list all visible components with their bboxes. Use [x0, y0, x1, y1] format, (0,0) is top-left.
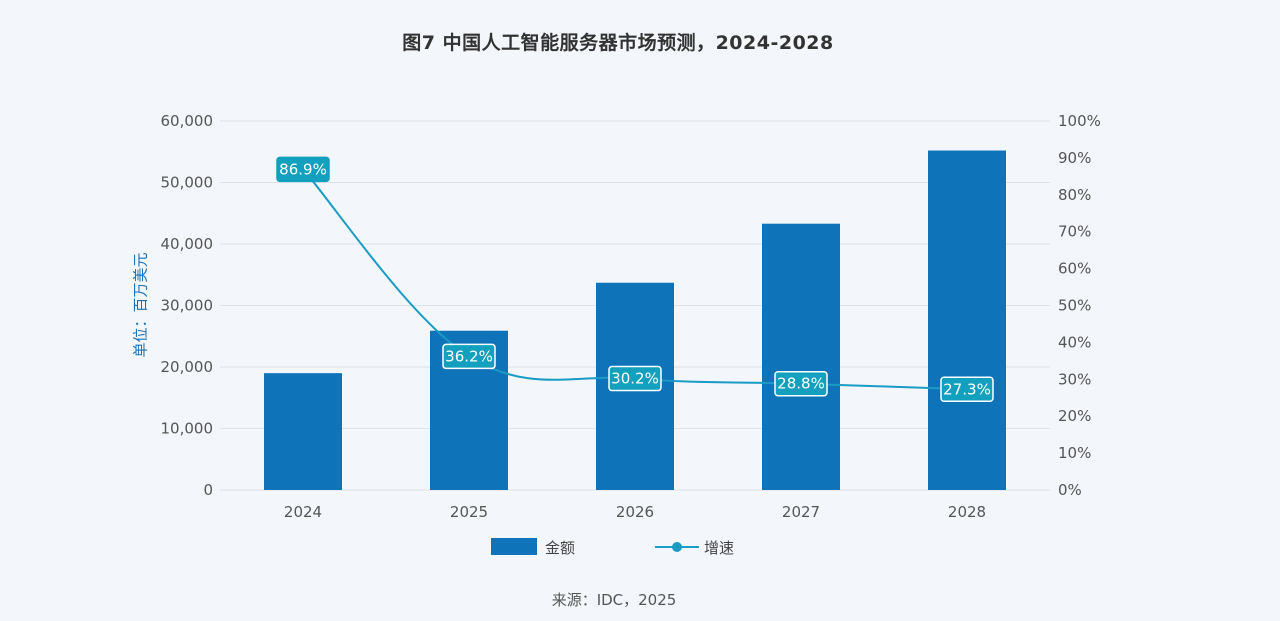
growth-label-text: 28.8%: [777, 375, 825, 393]
growth-data-label: 30.2%: [608, 365, 662, 392]
y-tick-label: 10,000: [161, 420, 214, 438]
bar-series: [264, 150, 1006, 490]
y2-tick-label: 10%: [1058, 444, 1091, 462]
x-tick-label: 2028: [948, 503, 986, 521]
y-tick-label: 50,000: [161, 174, 214, 192]
bar: [762, 223, 840, 490]
legend-line-marker: [672, 542, 682, 552]
y2-tick-label: 90%: [1058, 149, 1091, 167]
growth-data-label: 27.3%: [940, 376, 994, 403]
growth-label-text: 36.2%: [445, 347, 493, 365]
y2-tick-label: 0%: [1058, 481, 1082, 499]
y-tick-label: 60,000: [161, 112, 214, 130]
y2-tick-label: 20%: [1058, 407, 1091, 425]
growth-label-box: [442, 343, 496, 370]
growth-data-label: 36.2%: [442, 343, 496, 370]
growth-data-label: 28.8%: [774, 370, 828, 397]
growth-label-box: [774, 370, 828, 397]
y-tick-label: 40,000: [161, 235, 214, 253]
growth-label-box: [276, 156, 330, 183]
y2-tick-label: 100%: [1058, 112, 1101, 130]
y-axis-right: 0% 10% 20% 30% 40% 50% 60% 70% 80% 90% 100%: [1058, 112, 1101, 499]
x-tick-label: 2025: [450, 503, 488, 521]
growth-label-text: 30.2%: [611, 370, 659, 388]
x-axis: 2024 2025 2026 2027 2028: [284, 503, 986, 521]
y-axis-label: 单位：百万美元: [132, 252, 150, 357]
y2-tick-label: 70%: [1058, 223, 1091, 241]
y2-tick-label: 50%: [1058, 297, 1091, 315]
y-tick-label: 30,000: [161, 297, 214, 315]
y2-tick-label: 60%: [1058, 260, 1091, 278]
y2-tick-label: 80%: [1058, 186, 1091, 204]
x-tick-label: 2026: [616, 503, 654, 521]
bar: [928, 150, 1006, 490]
growth-label-text: 86.9%: [279, 160, 327, 178]
chart-title: 图7 中国人工智能服务器市场预测，2024-2028: [402, 32, 834, 54]
legend-bar-swatch: [491, 538, 537, 555]
growth-labels: 86.9% 36.2% 30.2% 28.8% 27.3%: [276, 156, 994, 403]
legend: 金额 增速: [491, 538, 734, 557]
legend-line-label: 增速: [704, 539, 734, 557]
y-tick-label: 20,000: [161, 358, 214, 376]
x-tick-label: 2027: [782, 503, 820, 521]
growth-label-box: [940, 376, 994, 403]
legend-bar-label: 金额: [545, 539, 575, 557]
source-note: 来源：IDC，2025: [551, 591, 677, 609]
y-tick-label: 0: [203, 481, 213, 499]
y-axis-left: 0 10,000 20,000 30,000 40,000 50,000 60,000: [161, 112, 214, 499]
x-tick-label: 2024: [284, 503, 322, 521]
y2-tick-label: 40%: [1058, 333, 1091, 351]
bar: [264, 373, 342, 490]
growth-data-label: 86.9%: [276, 156, 330, 183]
y2-tick-label: 30%: [1058, 370, 1091, 388]
growth-label-text: 27.3%: [943, 380, 991, 398]
growth-label-box: [608, 365, 662, 392]
